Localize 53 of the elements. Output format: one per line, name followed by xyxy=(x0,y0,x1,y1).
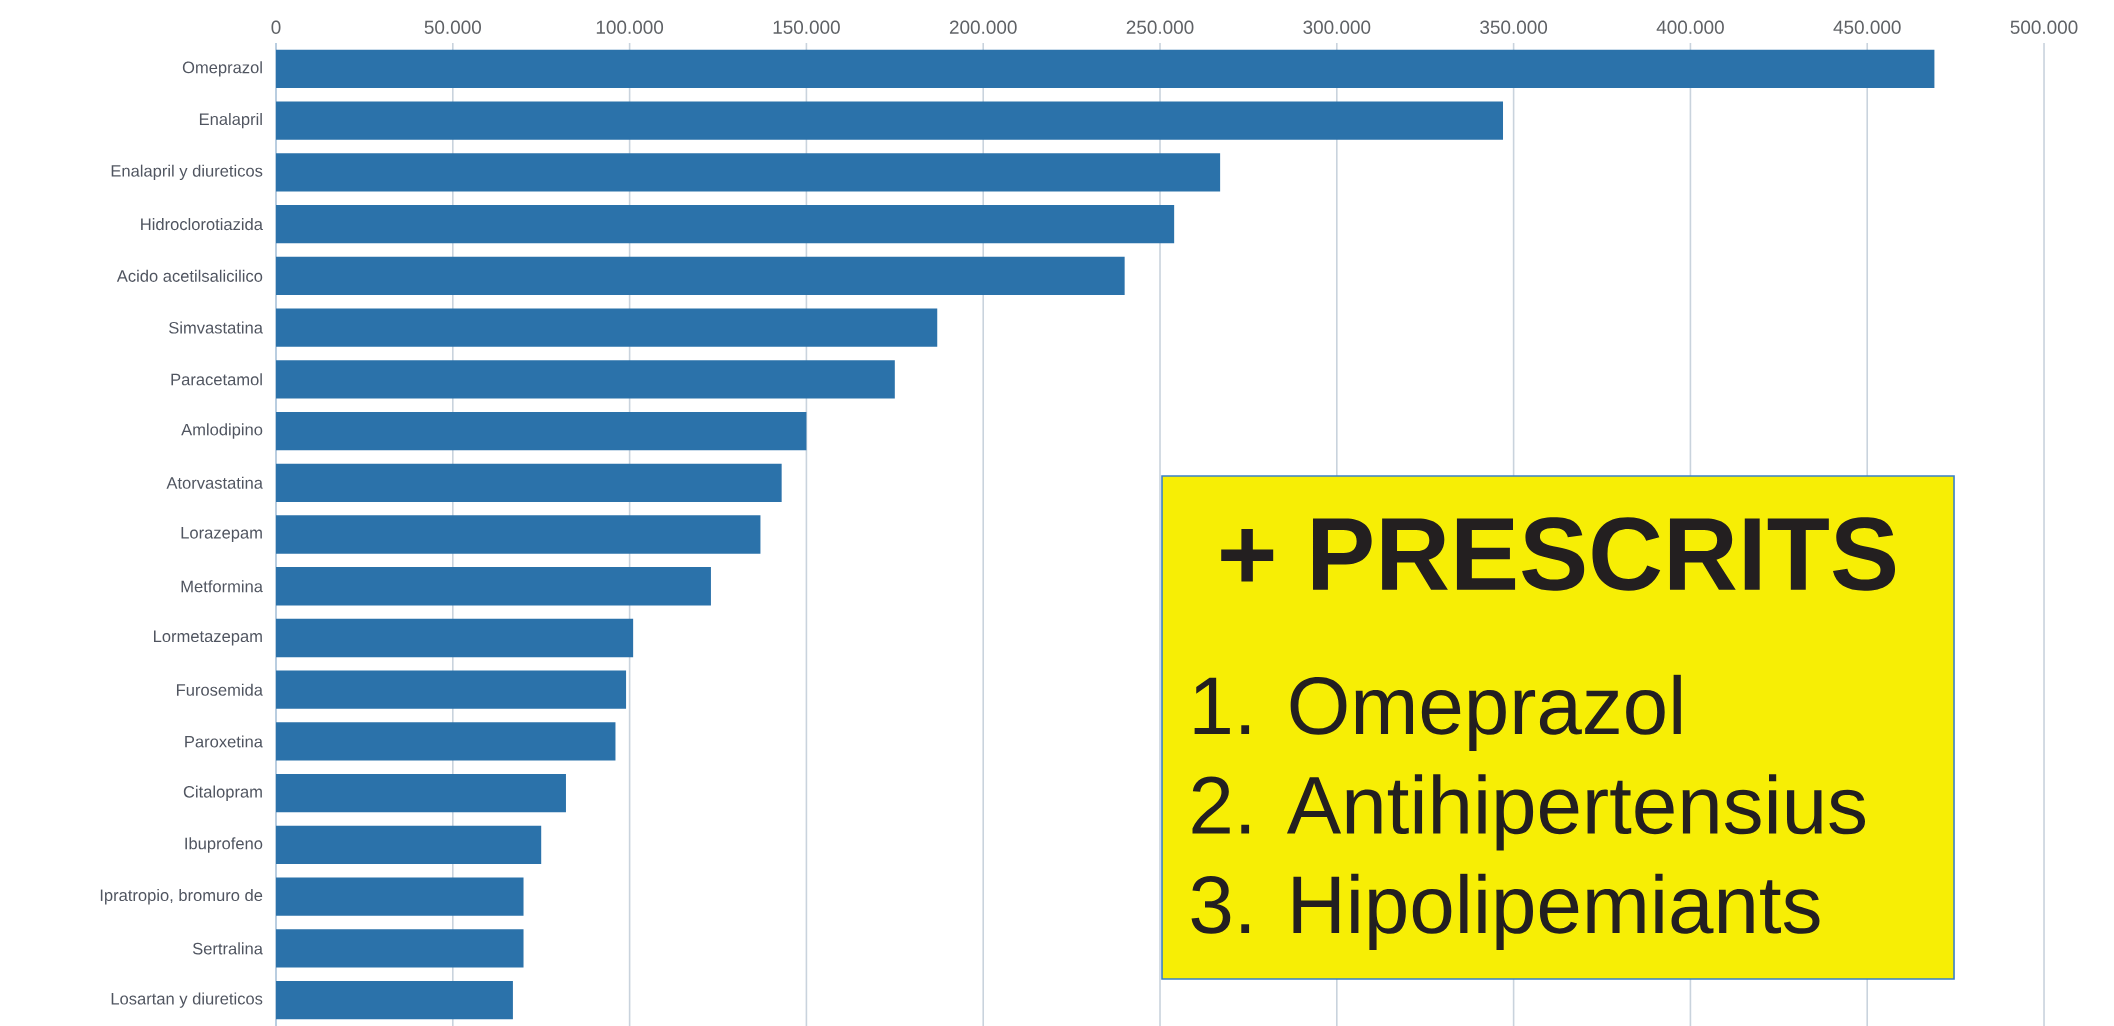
x-tick-label: 100.000 xyxy=(596,20,664,34)
y-tick-label: Atorvastatina xyxy=(166,476,263,489)
annotation: 1. Omeprazol xyxy=(1194,674,1681,751)
x-tick-label: 500.000 xyxy=(2010,20,2078,34)
bar xyxy=(276,256,1125,295)
y-tick-label: Lorazepam xyxy=(181,527,262,542)
x-tick-label: 450.000 xyxy=(1833,20,1901,34)
y-tick-label: Sertralina xyxy=(192,942,263,955)
bar xyxy=(276,981,513,1020)
y-tick-label: Omeprazol xyxy=(182,61,262,77)
bar xyxy=(276,49,1935,89)
bar xyxy=(276,101,1504,140)
bar xyxy=(276,515,761,554)
y-tick-label: Amlodipino xyxy=(181,423,263,439)
x-tick-label: 400.000 xyxy=(1656,20,1724,34)
x-tick-label: 0 xyxy=(271,20,281,34)
x-tick-label: 300.000 xyxy=(1303,20,1371,34)
y-tick-label: Ibuprofeno xyxy=(185,837,263,853)
bar xyxy=(276,463,782,502)
x-tick-label: 250.000 xyxy=(1126,20,1194,34)
bar xyxy=(276,722,616,761)
y-tick-label: Enalapril xyxy=(199,112,262,129)
x-tick-label: 50.000 xyxy=(424,20,481,34)
annotation: 2. Antihipertensius xyxy=(1192,774,1865,851)
bar xyxy=(276,308,938,347)
y-tick-label: Enalapril y diureticos xyxy=(111,164,263,181)
bar xyxy=(276,774,566,813)
y-tick-label: Paracetamol xyxy=(171,373,262,386)
y-tick-label: Lormetazepam xyxy=(154,630,262,646)
y-tick-label: Hidroclorotiazida xyxy=(141,218,263,231)
y-tick-label: Ipratropio, bromuro de xyxy=(100,888,263,905)
annotation: + PRESCRITS xyxy=(1221,517,1896,591)
y-tick-label: Citalopram xyxy=(183,785,262,801)
bar xyxy=(276,411,807,451)
bar xyxy=(276,204,1175,244)
bar xyxy=(276,153,1221,192)
y-tick-label: Furosemida xyxy=(176,683,263,696)
bar xyxy=(276,360,895,399)
bar xyxy=(276,825,542,865)
bar xyxy=(276,877,524,916)
x-tick-label: 350.000 xyxy=(1480,20,1548,34)
bar xyxy=(276,929,524,968)
bar xyxy=(276,567,711,606)
y-tick-label: Acido acetilsalicilico xyxy=(116,269,263,282)
y-tick-label: Metformina xyxy=(181,580,263,593)
x-tick-label: 150.000 xyxy=(773,20,840,34)
y-tick-label: Paroxetina xyxy=(185,735,263,748)
bar xyxy=(276,670,627,709)
annotation: 3. Hipolipemiants xyxy=(1191,873,1820,950)
y-tick-label: Losartan y diureticos xyxy=(111,992,263,1008)
x-tick-label: 200.000 xyxy=(949,20,1017,34)
bar xyxy=(276,618,634,658)
y-tick-label: Simvastatina xyxy=(169,321,263,334)
